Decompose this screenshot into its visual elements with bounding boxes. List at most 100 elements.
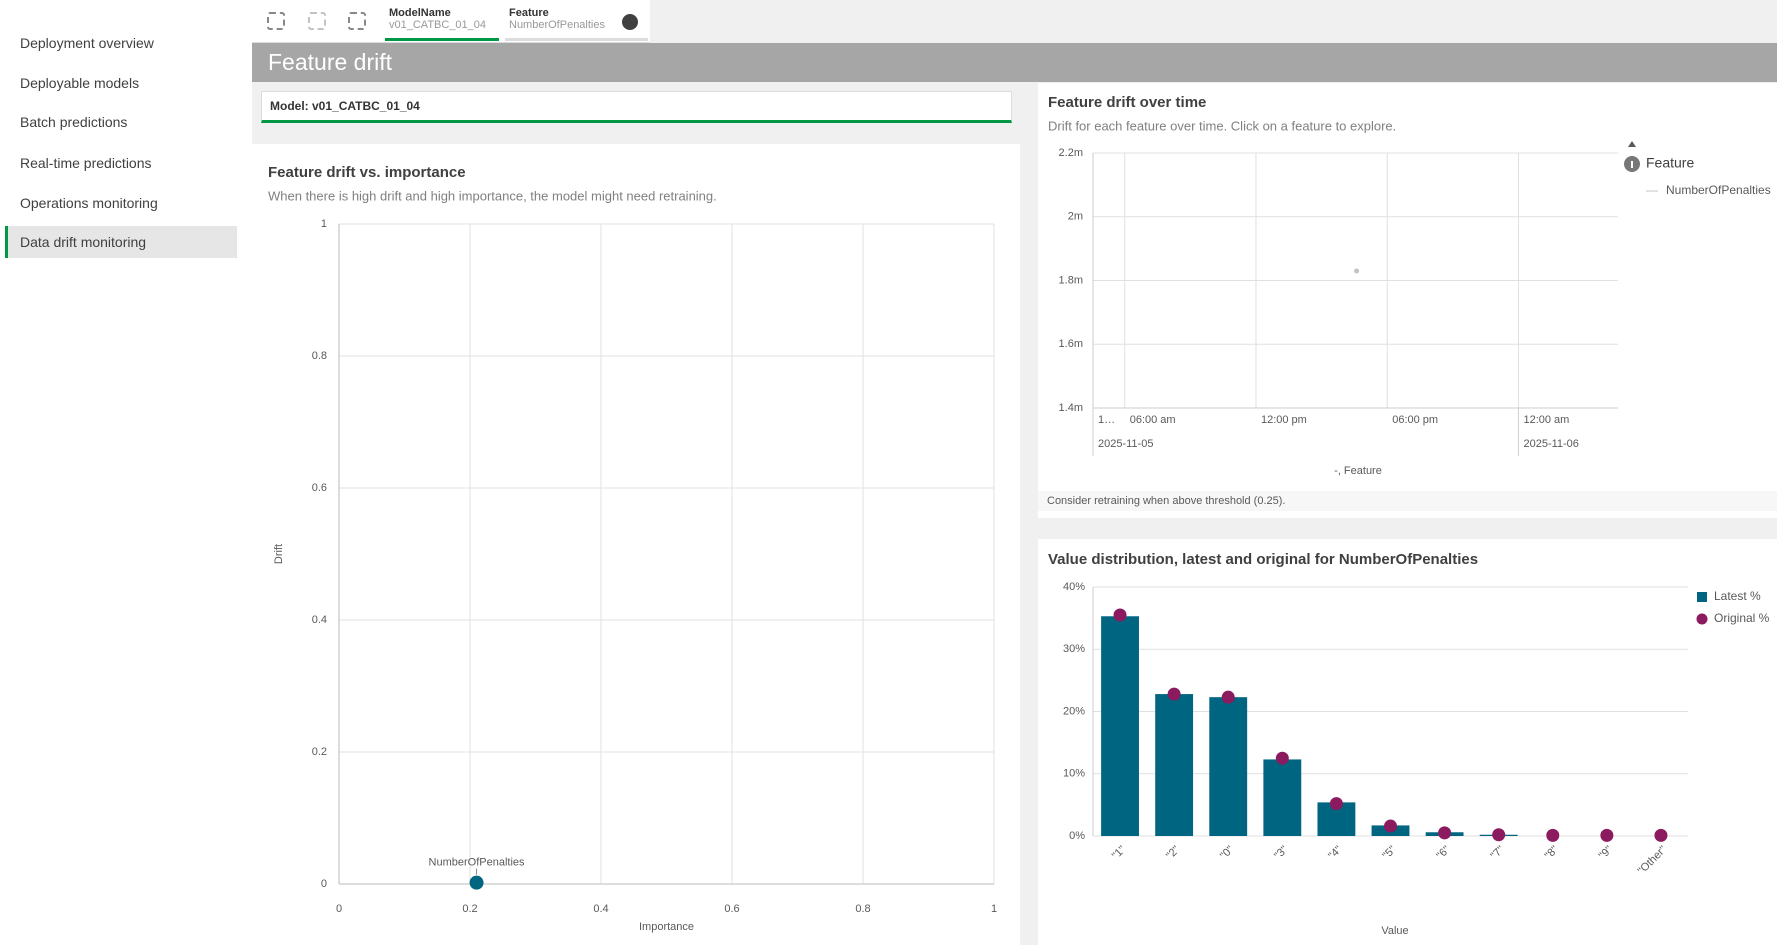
note-bg — [1038, 491, 1777, 511]
date-label: 2025-11-05 — [1098, 438, 1153, 450]
y-tick-label: 1.4m — [1059, 402, 1083, 414]
x-tick-label: "1" — [1110, 844, 1128, 862]
bar — [1101, 616, 1139, 836]
marker — [1113, 608, 1127, 622]
note: Consider retraining when above threshold… — [1047, 495, 1285, 507]
y-tick-label: 0.6 — [312, 482, 327, 494]
bar — [1263, 759, 1302, 836]
y-tick-label: 0.2 — [312, 746, 327, 758]
sheet-title: Feature drift — [268, 49, 392, 75]
info-icon-glyph — [1631, 161, 1633, 168]
y-tick-label: 30% — [1063, 643, 1085, 655]
chart-subtitle: Drift for each feature over time. Click … — [1048, 118, 1396, 133]
sidebar: Deployment overview Deployable models Ba… — [0, 0, 252, 945]
y-tick-label: 10% — [1063, 768, 1085, 780]
time-chart: Feature drift over time Drift for each fe… — [1038, 83, 1777, 518]
filter-label: Feature — [509, 7, 549, 19]
x-tick-label: 1 — [991, 903, 997, 915]
filter-value: NumberOfPenalties — [509, 19, 605, 31]
x-tick-label: 0.2 — [462, 903, 477, 915]
clear-filter-button[interactable] — [622, 14, 638, 30]
x-axis-title: Importance — [639, 921, 694, 933]
y-tick-label: 1.6m — [1059, 338, 1083, 350]
x-tick-label: "3" — [1272, 844, 1290, 862]
x-tick-label: "7" — [1489, 844, 1507, 862]
marker — [1600, 828, 1614, 842]
chart-subtitle: When there is high drift and high import… — [268, 188, 717, 203]
nav-item[interactable]: Operations monitoring — [20, 195, 158, 211]
x-tick-label: 0.8 — [855, 903, 870, 915]
x-tick-label: 1… — [1098, 414, 1115, 426]
x-axis-title: -, Feature — [1334, 465, 1382, 477]
y-tick-label: 0.4 — [312, 614, 327, 626]
clear-button[interactable] — [348, 12, 366, 30]
filter-label: ModelName — [389, 7, 451, 19]
y-tick-label: 40% — [1063, 581, 1085, 593]
chart-title: Value distribution, latest and original … — [1048, 551, 1478, 568]
legend-scroll-up — [1628, 141, 1636, 147]
legend-label: Original % — [1714, 611, 1770, 625]
scatter-chart: Feature drift vs. importance When there i… — [252, 144, 1020, 945]
point-label: NumberOfPenalties — [429, 857, 525, 869]
y-axis-title: Drift — [273, 544, 285, 564]
point — [1354, 268, 1360, 274]
filter-tab[interactable]: Feature NumberOfPenalties — [505, 2, 648, 41]
x-tick-label: 12:00 pm — [1261, 414, 1307, 426]
x-tick-label: 12:00 am — [1523, 414, 1569, 426]
x-tick-label: 0.4 — [593, 903, 608, 915]
y-tick-label: 1.8m — [1059, 274, 1083, 286]
x-tick-label: "0" — [1218, 844, 1236, 862]
x-tick-label: 0.6 — [724, 903, 739, 915]
x-tick-label: "5" — [1380, 844, 1398, 862]
y-tick-label: 0% — [1069, 830, 1085, 842]
nav-item[interactable]: Batch predictions — [20, 114, 128, 130]
y-tick-label: 2.2m — [1059, 147, 1083, 159]
bar — [1209, 697, 1248, 836]
filter-tab[interactable]: ModelName v01_CATBC_01_04 — [385, 2, 499, 41]
marker — [1167, 687, 1181, 701]
forward-button[interactable] — [308, 12, 326, 30]
bar-chart: Value distribution, latest and original … — [1038, 539, 1777, 945]
legend-swatch — [1697, 592, 1707, 602]
bar — [1155, 694, 1194, 836]
marker — [1329, 797, 1343, 811]
legend-swatch — [1696, 613, 1708, 625]
y-tick-label: 2m — [1068, 211, 1083, 223]
back-button[interactable] — [267, 12, 285, 30]
marker — [1275, 751, 1289, 765]
legend-label: Latest % — [1714, 589, 1761, 603]
sheet-header: Feature drift — [252, 43, 1777, 82]
marker — [1492, 828, 1506, 842]
marker — [1384, 819, 1397, 833]
y-tick-label: 0 — [321, 878, 327, 890]
x-tick-label: 06:00 pm — [1392, 414, 1438, 426]
nav-item[interactable]: Data drift monitoring — [5, 226, 237, 258]
x-tick-label: "Other" — [1636, 844, 1670, 878]
y-tick-label: 20% — [1063, 705, 1085, 717]
x-tick-label: "8" — [1543, 844, 1561, 862]
toolbar: ModelName v01_CATBC_01_04 Feature NumberOf… — [252, 0, 650, 43]
x-tick-label: "2" — [1164, 844, 1182, 862]
nav-item[interactable]: Deployable models — [20, 75, 140, 91]
date-label: 2025-11-06 — [1523, 438, 1578, 450]
chart-title: Feature drift vs. importance — [268, 164, 466, 181]
legend-title: Feature — [1646, 155, 1694, 171]
nav-item[interactable]: Deployment overview — [20, 35, 154, 51]
x-tick-label: "9" — [1597, 844, 1615, 862]
x-tick-label: 0 — [336, 903, 342, 915]
chart-title: Feature drift over time — [1048, 94, 1206, 111]
y-tick-label: 1 — [321, 218, 327, 230]
legend-label: NumberOfPenalties — [1666, 183, 1771, 197]
point — [469, 875, 484, 890]
x-tick-label: "4" — [1326, 844, 1344, 862]
marker — [1654, 828, 1668, 842]
x-axis-title: Value — [1381, 925, 1408, 937]
model-filter[interactable]: Model: v01_CATBC_01_04 — [261, 91, 1012, 123]
marker — [1546, 828, 1560, 842]
marker — [1438, 826, 1452, 840]
marker — [1221, 690, 1235, 704]
nav-item[interactable]: Real-time predictions — [20, 155, 152, 171]
x-tick-label: 06:00 am — [1130, 414, 1176, 426]
filter-value: v01_CATBC_01_04 — [389, 19, 487, 31]
